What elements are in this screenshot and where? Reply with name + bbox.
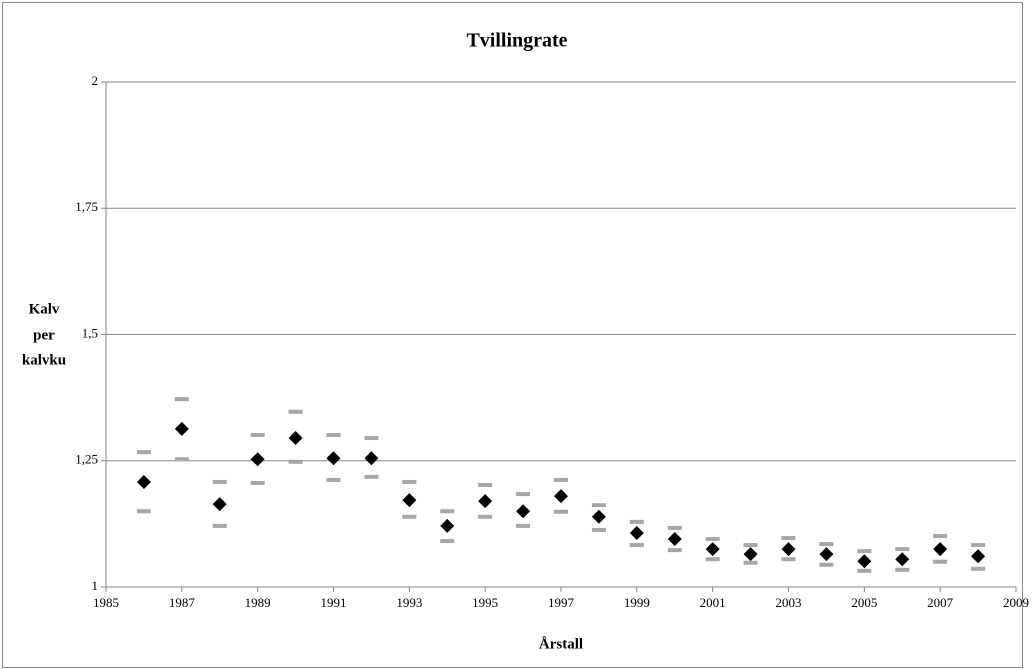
diamond-point bbox=[174, 421, 189, 436]
x-tick-label: 1991 bbox=[321, 595, 347, 610]
dash-point bbox=[971, 543, 986, 548]
diamond-point bbox=[364, 451, 379, 466]
x-tick-label: 1999 bbox=[624, 595, 650, 610]
diamond-point bbox=[516, 504, 531, 519]
dash-point bbox=[591, 527, 606, 532]
x-axis-label: Årstall bbox=[539, 636, 583, 652]
y-axis-label: kalvku bbox=[22, 352, 66, 368]
y-tick-label: 1,5 bbox=[82, 325, 98, 340]
x-tick-label: 2007 bbox=[927, 595, 954, 610]
diamond-point bbox=[781, 542, 796, 557]
x-tick-label: 2003 bbox=[776, 595, 802, 610]
dash-point bbox=[136, 450, 151, 455]
dash-point bbox=[629, 543, 644, 548]
diamond-point bbox=[667, 532, 682, 547]
dash-point bbox=[478, 514, 493, 519]
dash-point bbox=[705, 557, 720, 562]
diamond-point bbox=[440, 518, 455, 533]
dash-point bbox=[971, 566, 986, 571]
diamond-point bbox=[629, 525, 644, 540]
dash-point bbox=[933, 533, 948, 538]
dash-point bbox=[705, 537, 720, 542]
dash-point bbox=[250, 480, 265, 485]
x-tick-label: 1993 bbox=[396, 595, 422, 610]
x-tick-label: 1995 bbox=[472, 595, 498, 610]
dash-point bbox=[288, 409, 303, 414]
diamond-point bbox=[402, 493, 417, 508]
x-tick-label: 1997 bbox=[548, 595, 575, 610]
x-tick-label: 2005 bbox=[851, 595, 877, 610]
diamond-point bbox=[288, 431, 303, 446]
y-axis-label: Kalv bbox=[29, 301, 60, 317]
diamond-point bbox=[895, 552, 910, 567]
dash-point bbox=[402, 479, 417, 484]
diamond-point bbox=[971, 549, 986, 564]
dash-point bbox=[288, 459, 303, 464]
y-axis-label: per bbox=[33, 327, 55, 343]
dash-point bbox=[402, 514, 417, 519]
x-tick-label: 2001 bbox=[700, 595, 726, 610]
dash-point bbox=[629, 519, 644, 524]
diamond-point bbox=[743, 547, 758, 562]
dash-point bbox=[440, 539, 455, 544]
dash-point bbox=[516, 492, 531, 497]
y-tick-label: 1,25 bbox=[75, 452, 98, 467]
dash-point bbox=[174, 457, 189, 462]
dash-point bbox=[743, 560, 758, 565]
dash-point bbox=[326, 477, 341, 482]
dash-point bbox=[819, 562, 834, 567]
diamond-point bbox=[819, 547, 834, 562]
y-tick-label: 1,75 bbox=[75, 199, 98, 214]
dash-point bbox=[440, 509, 455, 514]
diamond-point bbox=[478, 494, 493, 509]
dash-point bbox=[174, 397, 189, 402]
dash-point bbox=[667, 548, 682, 553]
dash-point bbox=[326, 432, 341, 437]
diamond-point bbox=[705, 542, 720, 557]
dash-point bbox=[364, 474, 379, 479]
dash-point bbox=[857, 568, 872, 573]
diamond-point bbox=[250, 452, 265, 467]
x-tick-label: 2009 bbox=[1003, 595, 1029, 610]
diamond-point bbox=[933, 542, 948, 557]
dash-point bbox=[895, 547, 910, 552]
chart-title: Tvillingrate bbox=[466, 30, 567, 52]
diamond-point bbox=[212, 497, 227, 512]
diamond-point bbox=[326, 451, 341, 466]
diamond-point bbox=[554, 489, 568, 504]
x-tick-label: 1985 bbox=[93, 595, 119, 610]
dash-point bbox=[933, 559, 948, 564]
dash-point bbox=[516, 523, 531, 528]
dash-point bbox=[591, 503, 606, 508]
dash-point bbox=[212, 479, 227, 484]
dash-point bbox=[554, 477, 568, 482]
diamond-point bbox=[136, 474, 151, 489]
diamond-point bbox=[857, 554, 872, 569]
y-tick-label: 1 bbox=[92, 578, 99, 593]
dash-point bbox=[781, 536, 796, 541]
dash-point bbox=[136, 509, 151, 514]
dash-point bbox=[781, 557, 796, 562]
dash-point bbox=[667, 525, 682, 530]
dash-point bbox=[478, 482, 493, 487]
dash-point bbox=[819, 542, 834, 547]
dash-point bbox=[250, 432, 265, 437]
dash-point bbox=[895, 567, 910, 572]
y-tick-label: 2 bbox=[92, 73, 99, 88]
dash-point bbox=[743, 543, 758, 548]
dash-point bbox=[554, 509, 568, 514]
dash-point bbox=[364, 436, 379, 441]
diamond-point bbox=[591, 509, 606, 524]
dash-point bbox=[857, 549, 872, 554]
dash-point bbox=[212, 523, 227, 528]
x-tick-label: 1989 bbox=[245, 595, 271, 610]
x-tick-label: 1987 bbox=[169, 595, 196, 610]
